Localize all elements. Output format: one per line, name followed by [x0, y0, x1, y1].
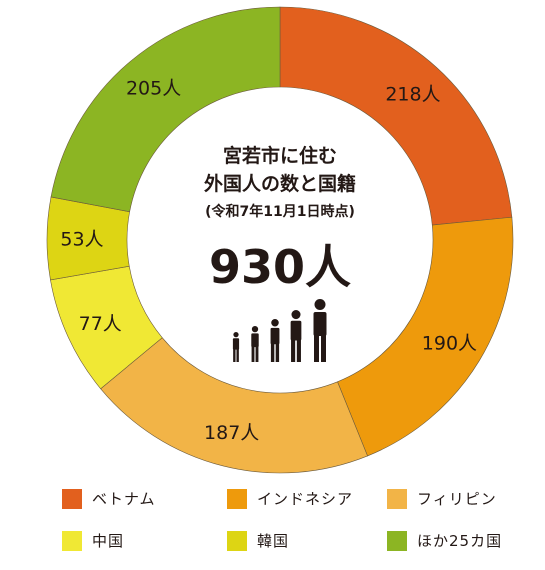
legend-label: 中国: [92, 532, 125, 550]
person-figure-2: [270, 319, 280, 362]
donut-slices: [46, 6, 514, 474]
data-label-3: 77人: [79, 313, 122, 335]
legend-swatch: [62, 530, 82, 551]
legend-item-4: 韓国: [227, 530, 289, 551]
data-label-4: 53人: [60, 229, 103, 251]
legend-item-2: フィリピン: [387, 488, 497, 509]
people-icon: [232, 299, 327, 362]
data-label-2: 187人: [204, 422, 259, 444]
data-label-1: 190人: [422, 332, 477, 354]
total-label: 930人: [209, 240, 351, 294]
legend-swatch: [387, 530, 407, 551]
legend-item-5: ほか25カ国: [387, 530, 502, 551]
legend-label: 韓国: [257, 532, 290, 550]
legend-item-0: ベトナム: [62, 488, 156, 509]
subtitle: (令和7年11月1日時点): [205, 203, 355, 220]
legend-label: フィリピン: [417, 490, 497, 508]
person-figure-0: [232, 332, 240, 362]
slice-5: [50, 6, 281, 213]
legend-swatch: [227, 530, 247, 551]
legend-label: インドネシア: [257, 490, 354, 508]
legend-swatch: [62, 488, 82, 509]
legend-item-3: 中国: [62, 530, 124, 551]
slice-2: [100, 337, 368, 474]
legend-item-1: インドネシア: [227, 488, 353, 509]
legend-label: ほか25カ国: [417, 532, 503, 550]
data-label-0: 218人: [385, 83, 440, 105]
legend-swatch: [227, 488, 247, 509]
person-figure-1: [251, 326, 259, 362]
legend-swatch: [387, 488, 407, 509]
person-figure-3: [290, 310, 302, 362]
title-line-2: 外国人の数と国籍: [204, 172, 356, 195]
person-figure-4: [313, 299, 327, 362]
slice-0: [279, 6, 513, 226]
legend-label: ベトナム: [92, 490, 156, 508]
data-label-5: 205人: [126, 78, 181, 100]
title-line-1: 宮若市に住む: [223, 144, 337, 167]
data-labels: 218人 190人 187人 77人 53人 205人: [60, 78, 477, 444]
center-text: 宮若市に住む 外国人の数と国籍 (令和7年11月1日時点) 930人: [204, 144, 356, 294]
donut-chart: 218人 190人 187人 77人 53人 205人 宮若市に住む 外国人の数と国籍 (…: [46, 6, 514, 474]
